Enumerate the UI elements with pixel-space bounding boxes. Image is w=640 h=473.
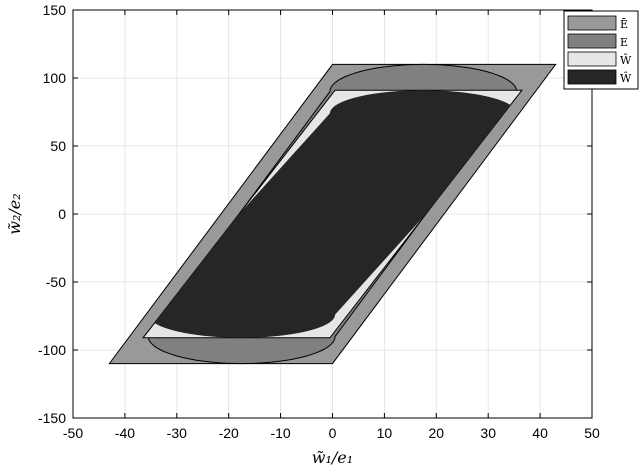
x-tick-label: -30 xyxy=(167,425,187,441)
axis-labels: w̃₁/e₁ w̃₂/e₂ xyxy=(5,193,353,467)
axis-ticks: -50 -40 -30 -20 -10 0 10 20 30 40 50-150-100-50050… xyxy=(38,2,600,441)
y-tick-label: -150 xyxy=(38,410,66,426)
legend-swatch xyxy=(567,33,617,49)
legend-swatch xyxy=(567,69,617,85)
x-tick-label: 20 xyxy=(429,425,445,441)
legend-label: Ŵ xyxy=(620,71,632,85)
legend-swatch xyxy=(567,15,617,31)
y-tick-label: 100 xyxy=(43,70,67,86)
data-regions xyxy=(108,63,557,365)
legend-label: W̄ xyxy=(620,54,632,67)
legend: ĒE W̄ Ŵ xyxy=(563,10,639,90)
x-tick-label: 30 xyxy=(480,425,496,441)
y-tick-label: 50 xyxy=(50,138,66,154)
y-tick-label: 0 xyxy=(58,206,66,222)
x-tick-label: -20 xyxy=(219,425,239,441)
y-tick-label: -100 xyxy=(38,342,66,358)
x-tick-label: 50 xyxy=(584,425,600,441)
x-tick-label: -40 xyxy=(115,425,135,441)
y-tick-label: 150 xyxy=(43,2,67,18)
legend-label: E xyxy=(620,36,628,49)
x-tick-label: 10 xyxy=(377,425,393,441)
region-3 xyxy=(148,90,517,338)
x-tick-label: -50 xyxy=(63,425,83,441)
y-axis-label: w̃₂/e₂ xyxy=(5,193,24,234)
x-tick-label: 0 xyxy=(329,425,337,441)
x-tick-label: 40 xyxy=(532,425,548,441)
y-tick-label: -50 xyxy=(46,274,66,290)
x-axis-label: w̃₁/e₁ xyxy=(312,448,353,467)
x-tick-label: -10 xyxy=(270,425,290,441)
legend-swatch xyxy=(567,51,617,67)
legend-label: Ē xyxy=(620,18,628,31)
